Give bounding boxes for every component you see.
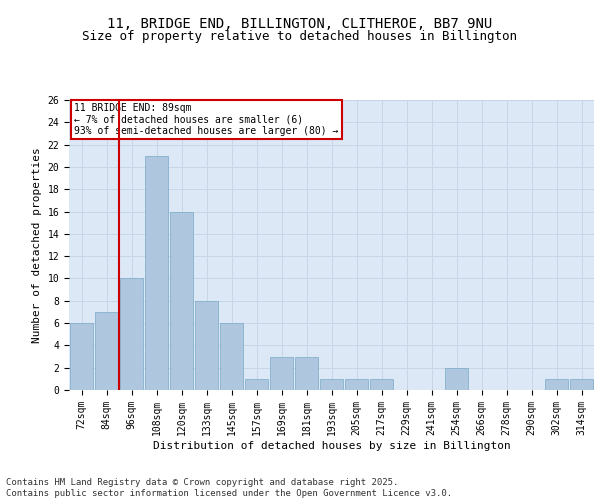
Bar — [95, 312, 118, 390]
Text: 11, BRIDGE END, BILLINGTON, CLITHEROE, BB7 9NU: 11, BRIDGE END, BILLINGTON, CLITHEROE, B… — [107, 18, 493, 32]
Bar — [70, 323, 94, 390]
Bar — [269, 356, 293, 390]
Bar — [320, 379, 343, 390]
Bar — [445, 368, 469, 390]
Text: Size of property relative to detached houses in Billington: Size of property relative to detached ho… — [83, 30, 517, 43]
Y-axis label: Number of detached properties: Number of detached properties — [32, 147, 42, 343]
Bar — [545, 379, 568, 390]
Bar — [295, 356, 319, 390]
Text: 11 BRIDGE END: 89sqm
← 7% of detached houses are smaller (6)
93% of semi-detache: 11 BRIDGE END: 89sqm ← 7% of detached ho… — [74, 103, 338, 136]
Text: Contains HM Land Registry data © Crown copyright and database right 2025.
Contai: Contains HM Land Registry data © Crown c… — [6, 478, 452, 498]
Bar — [145, 156, 169, 390]
Bar — [220, 323, 244, 390]
Bar — [344, 379, 368, 390]
Bar — [370, 379, 394, 390]
Bar — [245, 379, 268, 390]
Bar — [194, 301, 218, 390]
Bar — [569, 379, 593, 390]
X-axis label: Distribution of detached houses by size in Billington: Distribution of detached houses by size … — [152, 440, 511, 450]
Bar — [170, 212, 193, 390]
Bar — [119, 278, 143, 390]
